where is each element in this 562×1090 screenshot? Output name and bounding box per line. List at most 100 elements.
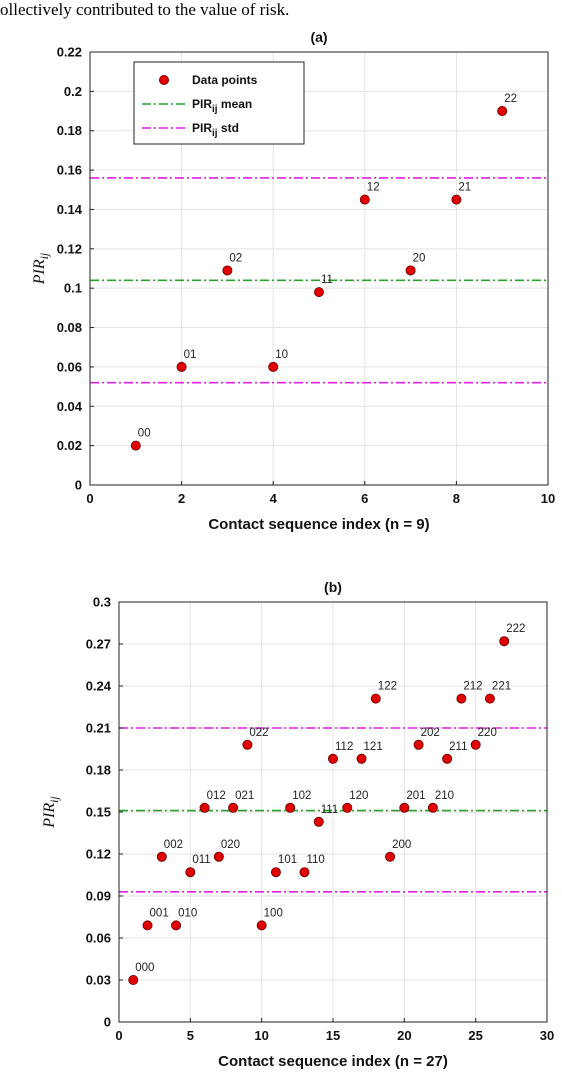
data-point	[484, 693, 495, 704]
data-point-label: 22	[504, 93, 517, 105]
data-point	[497, 106, 508, 117]
data-point-label: 101	[278, 854, 297, 866]
y-tick-label: 0.1	[64, 281, 82, 296]
data-point-label: 201	[406, 790, 425, 802]
x-tick-label: 5	[187, 1028, 194, 1043]
data-point-label: 000	[135, 962, 154, 974]
y-tick-label: 0.18	[86, 763, 111, 778]
data-point	[342, 802, 353, 813]
legend-entry: PIRij std	[192, 121, 239, 139]
y-tick-label: 0.03	[86, 973, 111, 988]
y-tick-label: 0.22	[57, 45, 82, 60]
x-tick-label: 8	[453, 491, 460, 506]
data-point-label: 111	[321, 804, 338, 816]
data-point	[442, 753, 453, 764]
data-point-label: 202	[421, 727, 440, 739]
data-point-label: 021	[235, 790, 254, 802]
data-point-label: 12	[367, 182, 380, 194]
x-tick-label: 20	[397, 1028, 411, 1043]
y-tick-label: 0.02	[57, 438, 82, 453]
data-point-label: 100	[264, 907, 283, 919]
data-point	[185, 867, 196, 878]
data-point-label: 01	[184, 349, 197, 361]
data-point-label: 002	[164, 839, 183, 851]
y-tick-label: 0.2	[64, 84, 82, 99]
y-axis-title: PIRij	[31, 252, 51, 285]
data-point	[385, 851, 396, 862]
data-point	[451, 194, 462, 205]
y-tick-label: 0.09	[86, 889, 111, 904]
y-tick-label: 0.06	[57, 359, 82, 374]
data-point-label: 212	[463, 681, 482, 693]
data-point-label: 02	[229, 252, 242, 264]
data-point-label: 210	[435, 790, 454, 802]
x-tick-label: 25	[468, 1028, 482, 1043]
data-point	[270, 867, 281, 878]
data-point	[176, 361, 187, 372]
data-point-label: 122	[378, 681, 397, 693]
x-tick-label: 6	[361, 491, 368, 506]
data-point-label: 222	[506, 623, 525, 635]
data-point	[405, 265, 416, 276]
data-point	[470, 739, 481, 750]
data-point	[171, 920, 182, 931]
y-tick-label: 0.15	[86, 805, 111, 820]
data-point	[222, 265, 233, 276]
data-point	[313, 287, 324, 298]
data-point	[199, 802, 210, 813]
data-point-label: 00	[138, 428, 151, 440]
data-point-label: 012	[207, 790, 226, 802]
data-point-label: 20	[413, 252, 426, 264]
chart-a: (a)0 2 4 6 8 1000.020.040.060.080.10.120.140.…	[31, 29, 555, 533]
legend-marker	[158, 75, 169, 86]
y-tick-label: 0.12	[57, 241, 82, 256]
chart-title: (b)	[324, 579, 342, 595]
data-point	[285, 802, 296, 813]
x-tick-label: 4	[270, 491, 278, 506]
data-point	[499, 636, 510, 647]
data-point-label: 110	[306, 854, 324, 866]
data-point-label: 200	[392, 839, 411, 851]
y-tick-label: 0.27	[86, 637, 111, 652]
data-point	[268, 361, 279, 372]
x-axis-title: Contact sequence index (n = 27)	[218, 1053, 448, 1070]
data-point	[130, 440, 141, 451]
data-point-label: 21	[458, 182, 471, 194]
data-point	[228, 802, 239, 813]
y-tick-label: 0.08	[57, 320, 82, 335]
data-point-label: 020	[221, 839, 240, 851]
data-point-label: 022	[249, 727, 268, 739]
data-point	[356, 753, 367, 764]
plot-frame	[89, 51, 549, 486]
data-point	[399, 802, 410, 813]
y-tick-label: 0.24	[86, 679, 112, 694]
data-point	[370, 693, 381, 704]
legend-entry: Data points	[192, 73, 258, 87]
data-point-label: 10	[275, 349, 288, 361]
y-tick-label: 0.14	[57, 202, 83, 217]
data-point-label: 102	[292, 790, 311, 802]
data-point	[242, 739, 253, 750]
data-point	[359, 194, 370, 205]
y-tick-label: 0.18	[57, 123, 82, 138]
x-tick-label: 10	[254, 1028, 268, 1043]
y-tick-label: 0.3	[93, 595, 111, 610]
x-tick-label: 2	[178, 491, 185, 506]
data-point-label: 112	[335, 741, 353, 753]
data-point	[313, 816, 324, 827]
x-tick-label: 30	[540, 1028, 554, 1043]
data-point-label: 011	[192, 854, 210, 866]
data-point-label: 11	[321, 274, 333, 286]
legend-entry: PIRij mean	[192, 97, 252, 115]
y-axis-title: PIRij	[41, 796, 61, 829]
data-point-label: 211	[449, 741, 467, 753]
x-tick-label: 0	[86, 491, 93, 506]
data-point-label: 121	[364, 741, 383, 753]
y-tick-label: 0.12	[86, 847, 111, 862]
y-tick-label: 0.06	[86, 931, 111, 946]
data-point	[299, 867, 310, 878]
data-point	[327, 753, 338, 764]
y-tick-label: 0	[104, 1015, 111, 1030]
x-tick-label: 0	[115, 1028, 122, 1043]
data-point	[427, 802, 438, 813]
